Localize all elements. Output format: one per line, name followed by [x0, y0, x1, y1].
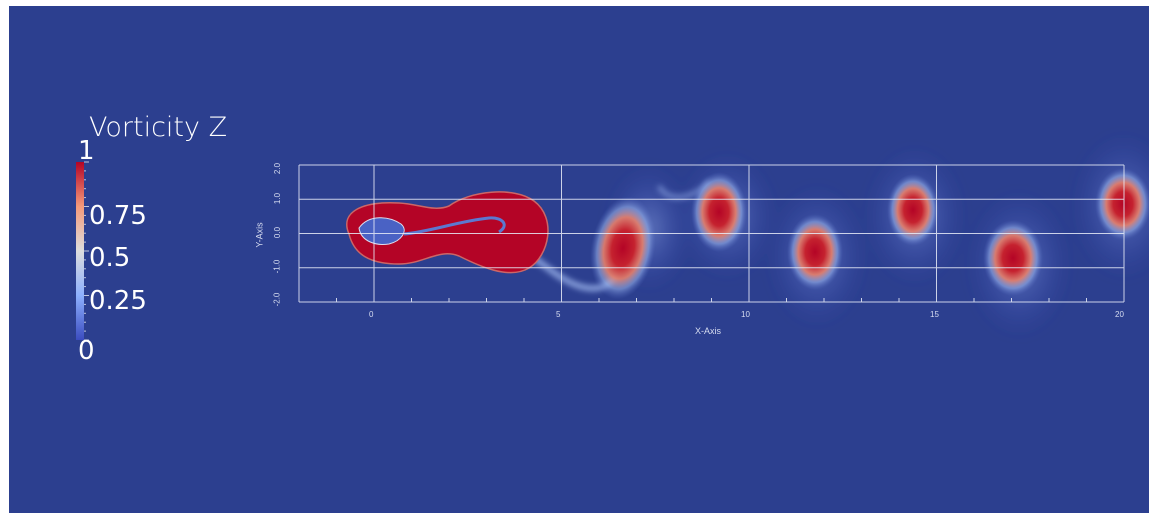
- scene-background: [9, 6, 1149, 513]
- attached-vortex-region: [346, 191, 549, 274]
- shed-vortices: [590, 168, 1149, 300]
- y-tick-label: 1.0: [273, 192, 283, 205]
- render-viewport[interactable]: Vorticity Z 1 0.75 0.5 0.25 0 0 5 10 15 …: [9, 6, 1149, 513]
- colorbar-minor-ticks: [84, 161, 89, 341]
- colorbar-label-025: 0.25: [89, 286, 147, 316]
- colorbar-label-075: 0.75: [89, 201, 147, 231]
- y-tick-label: -2.0: [272, 292, 282, 307]
- colorbar: [76, 161, 89, 341]
- y-tick-label: -1.0: [272, 259, 282, 274]
- colorbar-label-min: 0: [78, 336, 95, 366]
- vorticity-field-render: [9, 6, 1149, 513]
- colorbar-title: Vorticity Z: [89, 112, 228, 143]
- axes-grid: [298, 164, 1125, 303]
- colorbar-label-max: 1: [78, 136, 95, 166]
- colorbar-label-050: 0.5: [89, 243, 131, 273]
- y-axis-title: Y-Axis: [254, 222, 265, 248]
- colorbar-gradient: [76, 162, 84, 340]
- x-tick-label: 15: [930, 310, 939, 319]
- x-tick-label: 5: [556, 310, 561, 319]
- x-tick-label: 0: [369, 310, 374, 319]
- y-tick-label: 0.0: [273, 226, 283, 239]
- x-tick-label: 20: [1115, 310, 1124, 319]
- x-axis-title: X-Axis: [695, 326, 722, 336]
- x-tick-label: 10: [741, 310, 750, 319]
- y-tick-label: 2.0: [273, 162, 283, 175]
